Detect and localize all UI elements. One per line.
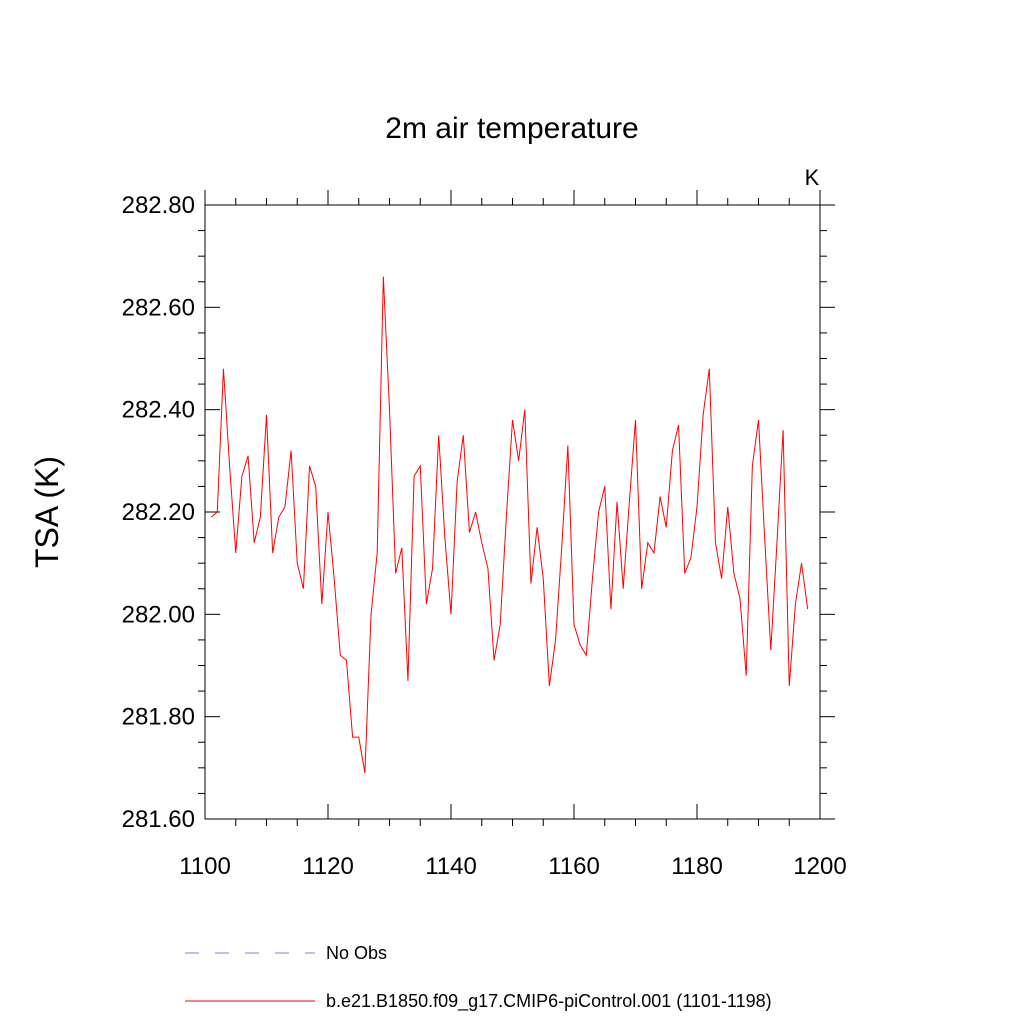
x-tick-label: 1200: [793, 853, 846, 880]
y-tick-label: 282.60: [122, 294, 195, 321]
y-tick-label: 281.60: [122, 806, 195, 833]
y-tick-label: 282.00: [122, 601, 195, 628]
series-lines: [210, 276, 809, 774]
units-label: K: [805, 165, 820, 190]
legend-label-no-obs: No Obs: [326, 943, 387, 963]
series-line-control: [210, 276, 809, 774]
x-tick-label: 1100: [179, 853, 231, 880]
y-tick-label: 281.80: [122, 704, 195, 731]
y-tick-label: 282.80: [122, 192, 195, 219]
y-axis-label: TSA (K): [29, 456, 65, 568]
chart-title: 2m air temperature: [385, 112, 638, 145]
x-tick-label: 1160: [548, 853, 600, 880]
x-tick-label: 1140: [425, 853, 477, 880]
legend-label-control: b.e21.B1850.f09_g17.CMIP6-piControl.001 …: [326, 991, 772, 1012]
y-tick-label: 282.20: [122, 499, 195, 526]
legend: No Obs b.e21.B1850.f09_g17.CMIP6-piContr…: [185, 943, 772, 1012]
x-tick-label: 1180: [671, 853, 723, 880]
y-tick-label: 282.40: [122, 397, 195, 424]
axis-ticks: 1100 1120 1140 1160 1180 1200 281.60 281.80 282.…: [122, 190, 847, 880]
x-tick-label: 1120: [302, 853, 354, 880]
